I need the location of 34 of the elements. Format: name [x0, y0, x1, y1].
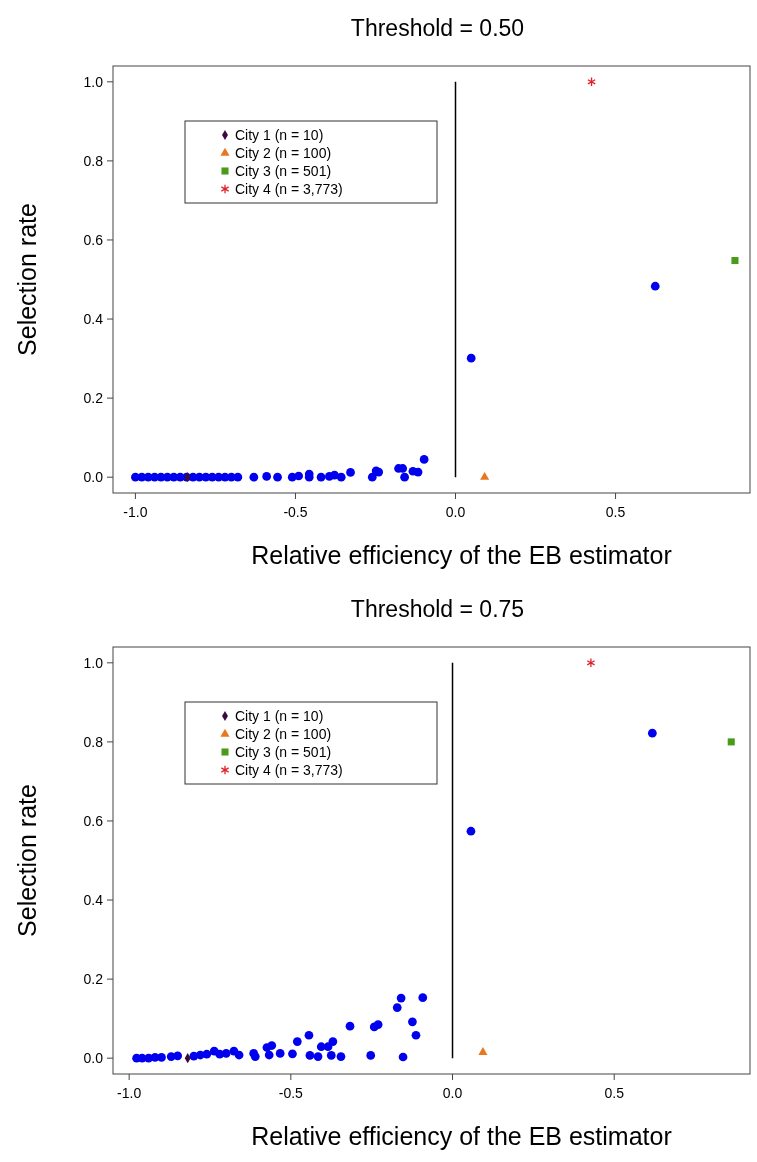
y-axis-title: Selection rate: [13, 203, 41, 356]
y-tick-label: 0.6: [83, 812, 104, 829]
x-tick-label: -1.0: [117, 1085, 142, 1101]
x-tick-label: -0.5: [278, 1085, 304, 1101]
legend-label: City 1 (n = 10): [235, 707, 324, 724]
x-tick-label: 0.5: [604, 1085, 625, 1101]
x-axis-title: Relative efficiency of the EB estimator: [251, 541, 672, 569]
x-axis-title: Relative efficiency of the EB estimator: [251, 1122, 672, 1150]
chart-title: Threshold = 0.75: [350, 596, 525, 622]
legend-label: City 1 (n = 10): [235, 126, 324, 143]
x-tick-label: 0.0: [442, 1085, 463, 1101]
y-tick-label: 0.4: [83, 310, 104, 327]
x-tick-label: 0.5: [605, 504, 626, 520]
y-tick-label: 1.0: [83, 654, 104, 671]
y-tick-label: 0.2: [83, 390, 104, 407]
y-tick-label: 0.0: [83, 469, 104, 486]
legend-label: City 4 (n = 3,773): [235, 761, 343, 778]
y-tick-label: 0.0: [83, 1050, 104, 1067]
x-tick-label: -1.0: [123, 504, 148, 520]
y-tick-label: 0.4: [83, 891, 104, 908]
x-tick-label: -0.5: [283, 504, 308, 520]
legend-label: City 2 (n = 100): [235, 725, 332, 742]
legend-label: City 3 (n = 501): [235, 162, 332, 179]
x-tick-label: 0.0: [445, 504, 466, 520]
legend-label: City 2 (n = 100): [235, 144, 332, 161]
y-tick-label: 0.2: [83, 971, 104, 988]
y-tick-label: 0.6: [83, 231, 104, 248]
legend-label: City 4 (n = 3,773): [235, 180, 343, 197]
y-tick-label: 0.8: [83, 152, 104, 169]
y-tick-label: 1.0: [83, 73, 104, 90]
y-tick-label: 0.8: [83, 733, 104, 750]
y-axis-title: Selection rate: [13, 784, 41, 937]
chart-title: Threshold = 0.50: [350, 15, 525, 41]
legend-label: City 3 (n = 501): [235, 743, 332, 760]
